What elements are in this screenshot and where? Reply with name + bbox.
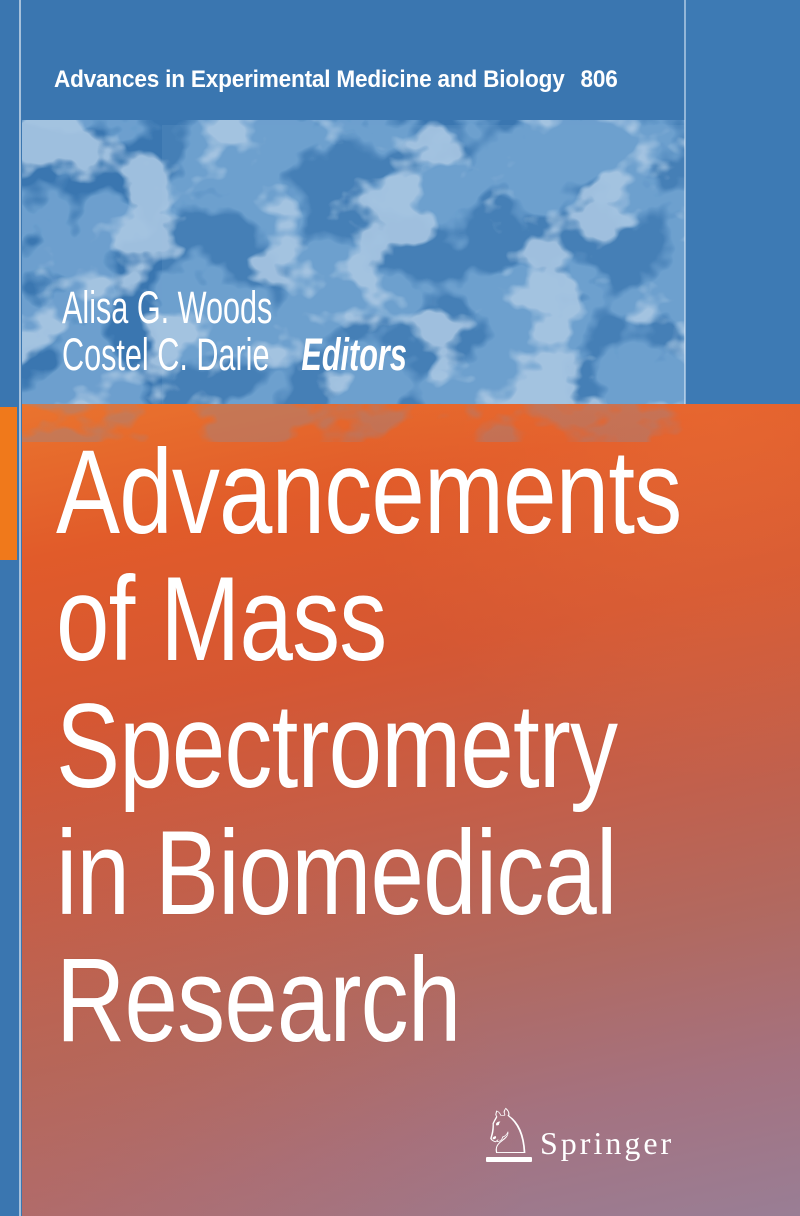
book-title-line-1: Advancements xyxy=(56,425,682,559)
orange-gradient-panel xyxy=(22,404,800,1216)
series-title: Advances in Experimental Medicine and Bi… xyxy=(54,66,565,93)
spine-divider-line xyxy=(19,0,21,1216)
series-heading: Advances in Experimental Medicine and Bi… xyxy=(54,67,618,93)
editors-block: Alisa G. Woods Costel C. Darie Editors xyxy=(62,284,407,378)
editor-name-2: Costel C. Darie xyxy=(62,329,270,380)
orange-speckle-texture xyxy=(22,404,685,442)
book-title-line-5: Research xyxy=(56,933,461,1067)
right-blue-column xyxy=(686,0,800,405)
book-title-line-3: Spectrometry xyxy=(56,679,618,813)
spine-accent-tab xyxy=(0,407,17,560)
series-volume: 806 xyxy=(580,66,618,93)
cloud-texture-band xyxy=(22,120,685,405)
book-title: Advancements of Mass Spectrometry in Bio… xyxy=(56,425,682,1067)
column-divider-line xyxy=(684,0,686,405)
book-title-line-2: of Mass xyxy=(56,552,387,686)
book-title-line-4: in Biomedical xyxy=(56,806,617,940)
editors-line-2: Costel C. Darie Editors xyxy=(62,331,407,378)
editors-label: Editors xyxy=(301,329,407,380)
editor-name-1: Alisa G. Woods xyxy=(62,282,273,333)
